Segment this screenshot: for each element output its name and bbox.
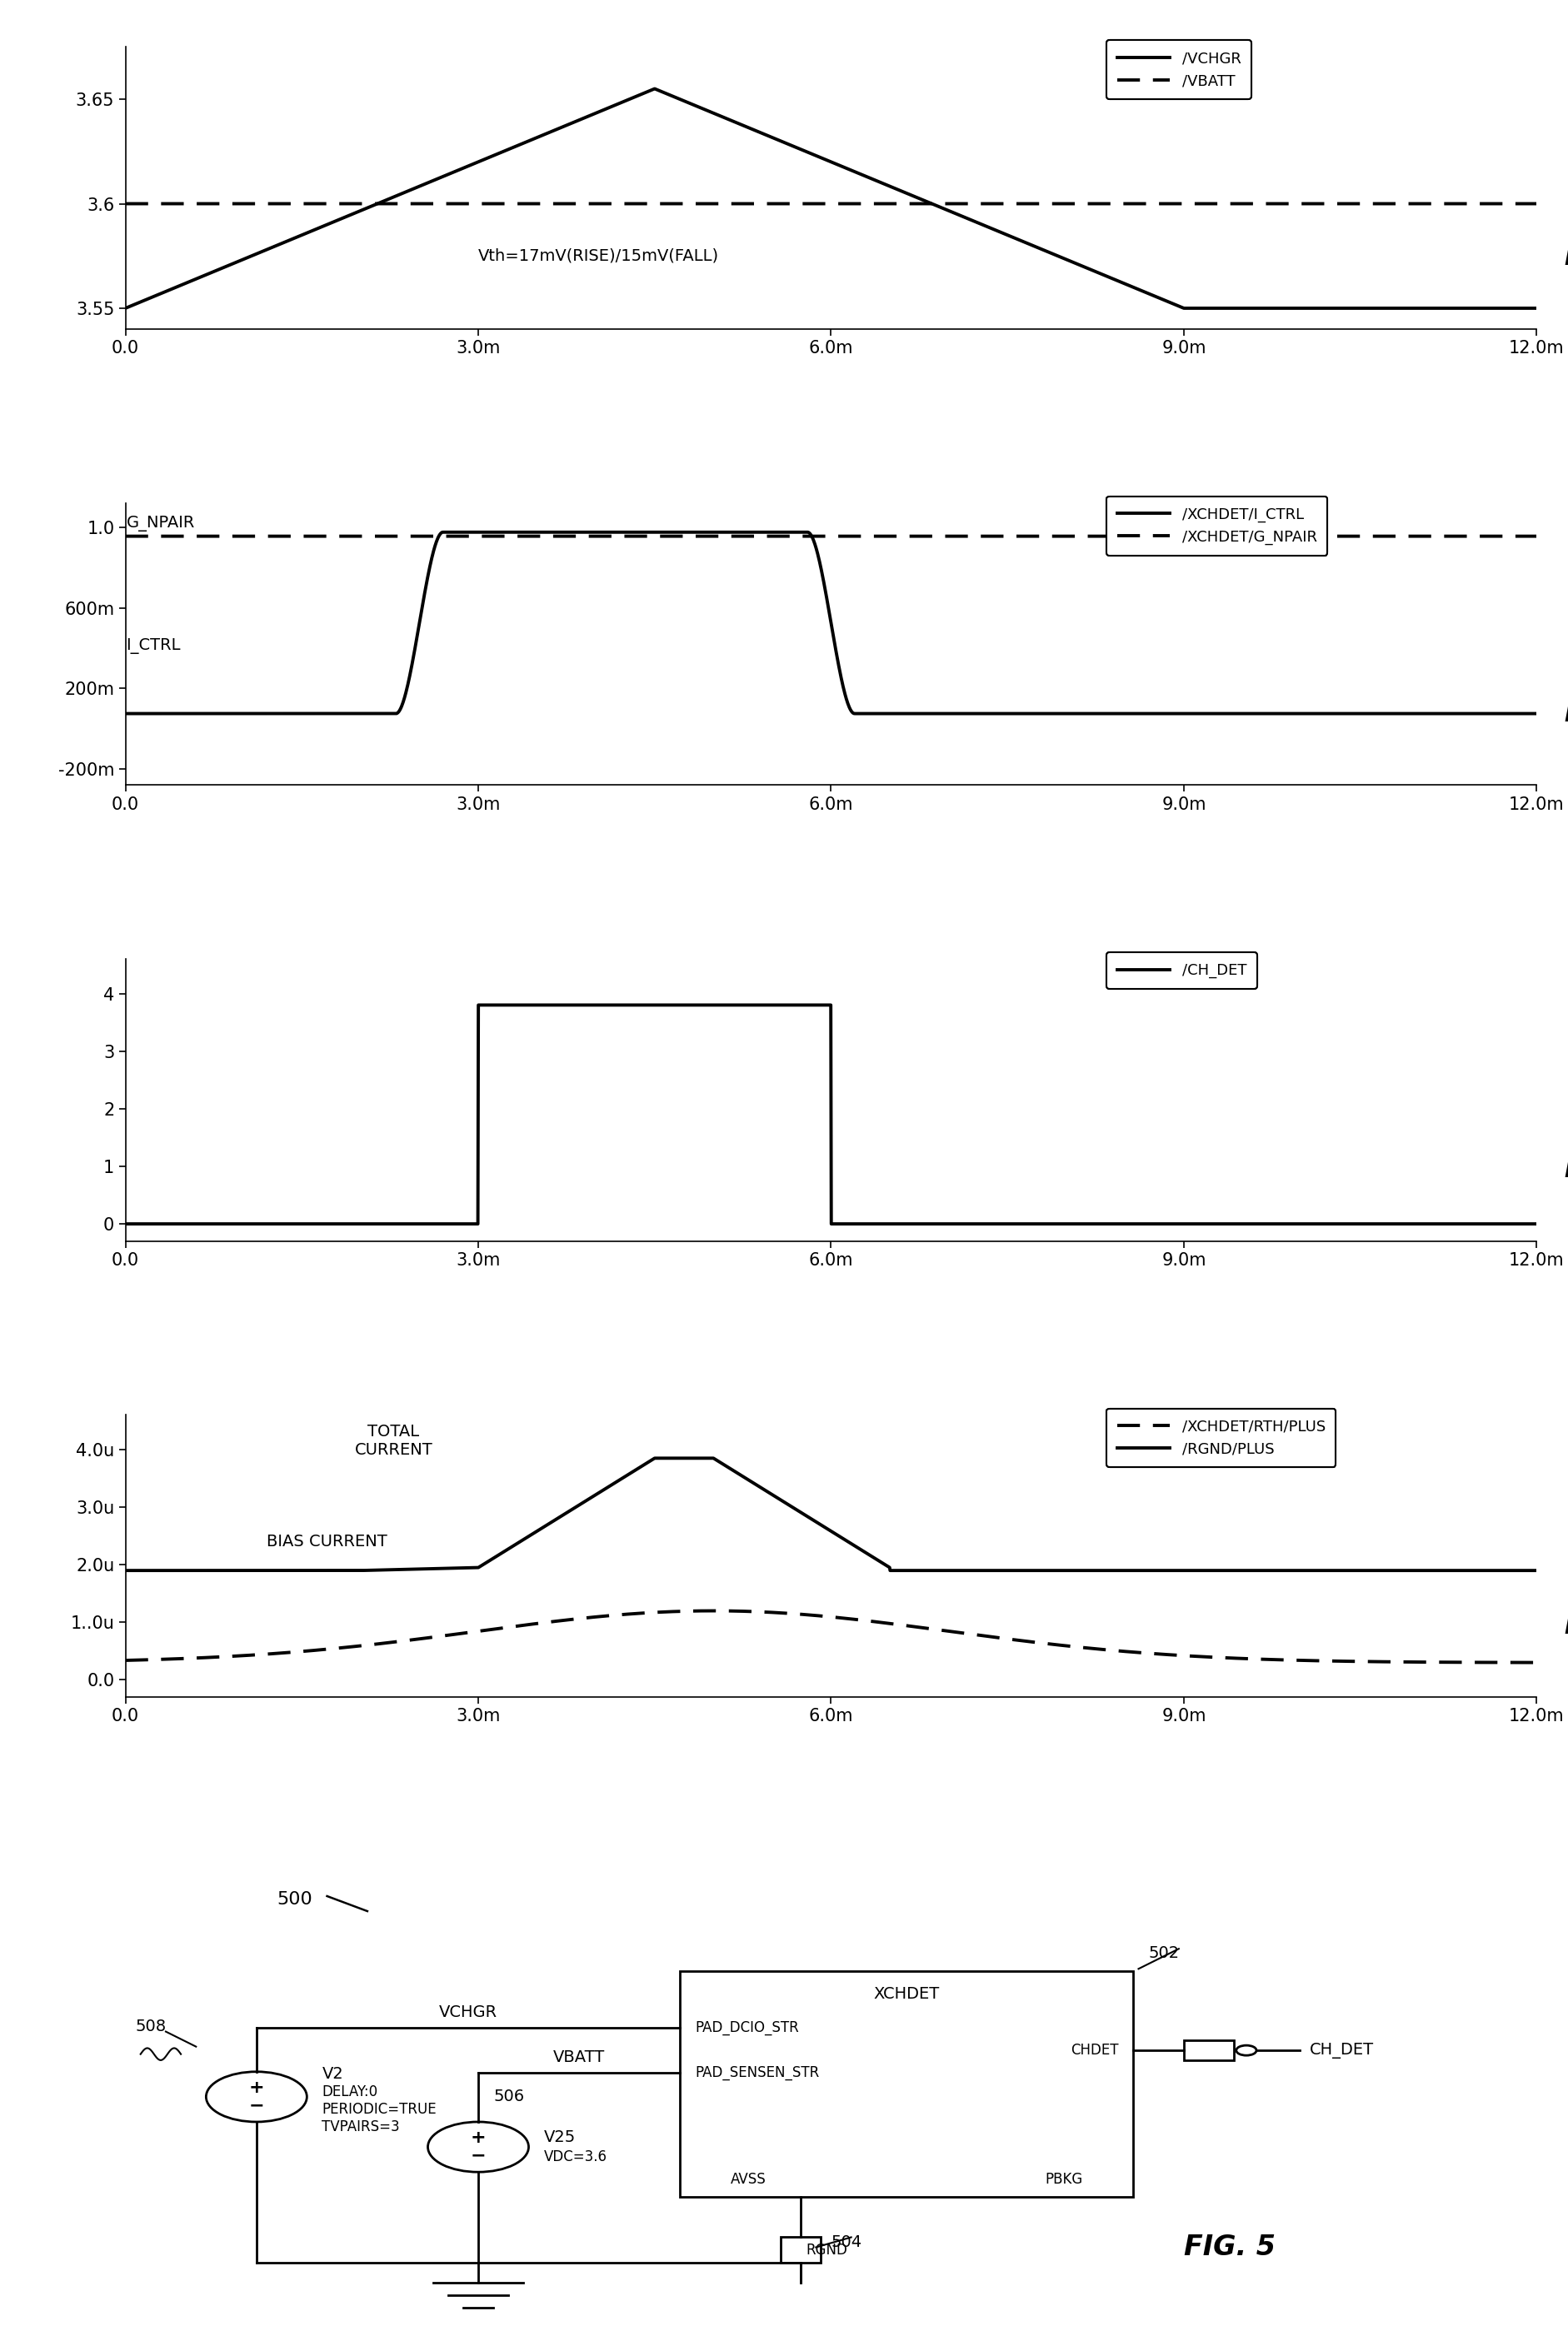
Text: PAD_SENSEN_STR: PAD_SENSEN_STR xyxy=(695,2064,820,2081)
Legend: /XCHDET/RTH/PLUS, /RGND/PLUS: /XCHDET/RTH/PLUS, /RGND/PLUS xyxy=(1107,1408,1336,1466)
Text: 508: 508 xyxy=(135,2018,166,2034)
Text: CH_DET: CH_DET xyxy=(1309,2043,1374,2057)
Text: DELAY:0: DELAY:0 xyxy=(321,2083,378,2100)
Circle shape xyxy=(205,2072,307,2121)
Text: FIG. 4C: FIG. 4C xyxy=(1565,1159,1568,1182)
Text: 506: 506 xyxy=(494,2088,524,2104)
Text: TOTAL
CURRENT: TOTAL CURRENT xyxy=(354,1424,433,1457)
Text: V25: V25 xyxy=(544,2130,575,2144)
Circle shape xyxy=(1236,2046,1256,2055)
Text: I_CTRL: I_CTRL xyxy=(125,638,180,655)
Text: PBKG: PBKG xyxy=(1046,2172,1083,2186)
Text: FIG. 4B: FIG. 4B xyxy=(1565,704,1568,727)
Text: PERIODIC=TRUE: PERIODIC=TRUE xyxy=(321,2102,436,2116)
Text: +: + xyxy=(249,2079,265,2095)
Text: Vth=17mV(RISE)/15mV(FALL): Vth=17mV(RISE)/15mV(FALL) xyxy=(478,249,720,263)
Text: TVPAIRS=3: TVPAIRS=3 xyxy=(321,2118,400,2135)
Text: VDC=3.6: VDC=3.6 xyxy=(544,2149,607,2165)
Bar xyxy=(781,2238,822,2262)
Text: 504: 504 xyxy=(831,2233,862,2250)
Text: XCHDET: XCHDET xyxy=(873,1987,939,2001)
Text: G_NPAIR: G_NPAIR xyxy=(125,516,194,533)
Text: RGND: RGND xyxy=(806,2243,847,2257)
Legend: /CH_DET: /CH_DET xyxy=(1107,952,1258,988)
Legend: /XCHDET/I_CTRL, /XCHDET/G_NPAIR: /XCHDET/I_CTRL, /XCHDET/G_NPAIR xyxy=(1107,497,1328,556)
Text: VBATT: VBATT xyxy=(554,2050,605,2064)
Text: BIAS CURRENT: BIAS CURRENT xyxy=(267,1534,387,1548)
Text: FIG. 4A: FIG. 4A xyxy=(1565,246,1568,270)
Text: PAD_DCIO_STR: PAD_DCIO_STR xyxy=(695,2020,800,2036)
Text: CHDET: CHDET xyxy=(1071,2043,1118,2057)
Text: FIG. 4D: FIG. 4D xyxy=(1565,1614,1568,1638)
Text: +: + xyxy=(470,2130,486,2147)
Text: −: − xyxy=(249,2097,265,2114)
Text: 500: 500 xyxy=(276,1891,312,1907)
Text: AVSS: AVSS xyxy=(731,2172,765,2186)
Text: −: − xyxy=(470,2147,486,2165)
Bar xyxy=(681,1971,1134,2198)
Text: FIG. 5: FIG. 5 xyxy=(1184,2233,1275,2262)
Legend: /VCHGR, /VBATT: /VCHGR, /VBATT xyxy=(1107,40,1251,99)
Circle shape xyxy=(428,2121,528,2172)
Bar xyxy=(1184,2041,1234,2060)
Text: VCHGR: VCHGR xyxy=(439,2003,497,2020)
Text: V2: V2 xyxy=(321,2067,343,2083)
Text: 502: 502 xyxy=(1148,1945,1179,1961)
